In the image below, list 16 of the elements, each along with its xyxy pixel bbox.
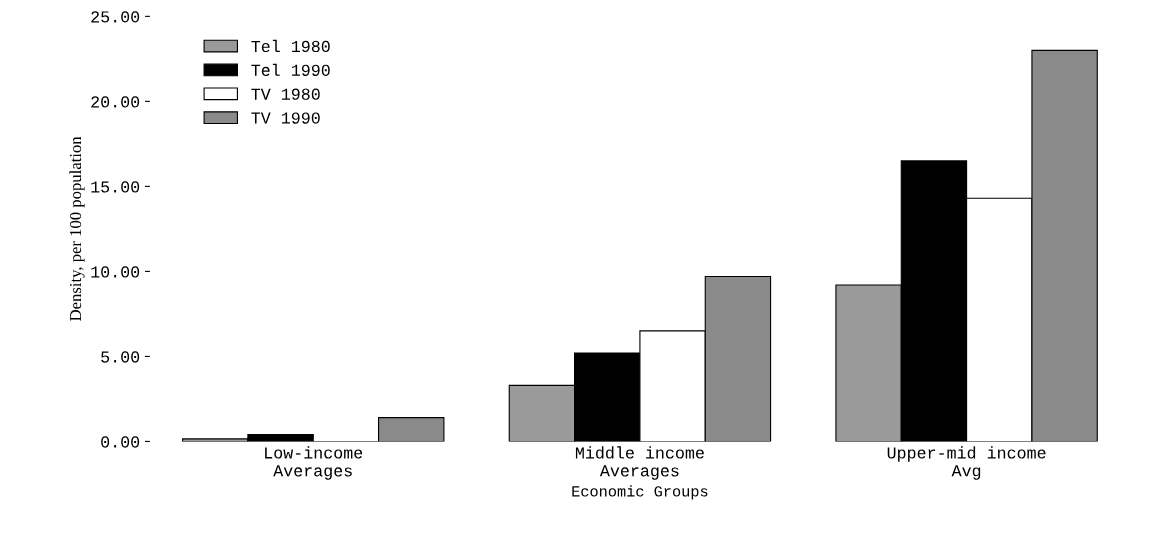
x-tick-label: Low-income Averages (265, 446, 363, 480)
legend-label: TV 1980 (251, 88, 320, 100)
y-axis-title: Density, per 100 population (69, 136, 85, 321)
legend-label: Tel 1980 (251, 39, 330, 53)
x-tick-label: Middle income Averages (575, 446, 704, 480)
bar (378, 417, 445, 442)
legend-label: TV 1990 (251, 112, 320, 124)
y-tick-label: 10.00 (91, 266, 140, 278)
y-tick-label: 0.00 (101, 436, 140, 448)
legend-label: Tel 1990 (251, 63, 330, 76)
y-tick-label: 25.00 (91, 11, 140, 23)
x-axis-title: Economic Groups (572, 485, 708, 500)
y-tick-label: 15.00 (91, 181, 140, 193)
y-tick-label: 5.00 (101, 351, 140, 363)
x-tick-label: Upper-mid income Avg (887, 446, 1046, 480)
y-tick-label: 20.00 (91, 96, 140, 108)
